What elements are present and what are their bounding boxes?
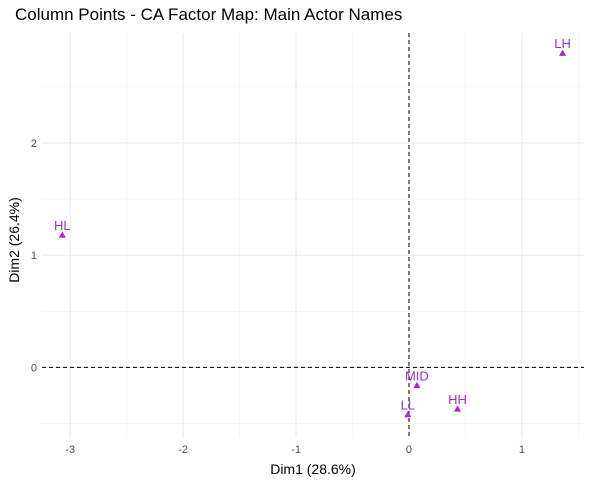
point-label-hh: HH — [448, 392, 467, 407]
x-axis-title: Dim1 (28.6%) — [270, 461, 356, 477]
y-tick-label: 0 — [31, 362, 37, 374]
x-tick-label: -1 — [291, 444, 301, 456]
point-label-hl: HL — [54, 218, 71, 233]
point-marker-ll — [404, 410, 412, 418]
chart-title: Column Points - CA Factor Map: Main Acto… — [15, 5, 403, 24]
point-marker-mid — [413, 381, 421, 389]
tick-labels: -3 -2 -1 0 1 0 1 2 — [31, 138, 525, 456]
x-tick-label: -3 — [65, 444, 75, 456]
point-marker-hl — [58, 231, 66, 238]
x-tick-label: -2 — [178, 444, 188, 456]
grid-layer — [42, 33, 584, 437]
reference-lines — [42, 33, 584, 437]
point-marker-hh — [453, 405, 462, 412]
y-tick-label: 2 — [31, 138, 37, 150]
point-label-ll: LL — [401, 398, 415, 413]
x-tick-label: 1 — [519, 444, 525, 456]
point-label-mid: MID — [405, 368, 429, 383]
point-label-lh: LH — [554, 36, 571, 51]
y-tick-label: 1 — [31, 250, 37, 262]
point-marker-lh — [558, 49, 567, 56]
y-axis-title: Dim2 (26.4%) — [6, 197, 22, 283]
x-tick-label: 0 — [406, 444, 412, 456]
points-layer: LH HL MID HH LL — [54, 36, 571, 418]
